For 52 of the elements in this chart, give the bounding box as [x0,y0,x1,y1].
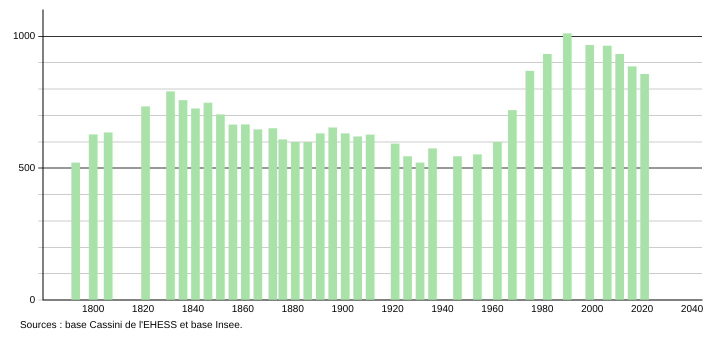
bar [71,162,80,300]
bar [525,70,534,300]
bar [416,162,424,300]
bar [104,132,112,300]
bar [628,66,636,300]
x-tick-label: 1820 [132,304,155,315]
x-tick-label: 2040 [680,304,704,315]
bar [328,128,338,300]
bar [353,136,362,300]
bar [640,74,649,300]
bar [508,110,517,300]
bar [303,142,312,300]
x-tick-label: 1860 [232,304,254,315]
bar [615,54,624,300]
x-tick-label: 1900 [332,304,354,315]
bar [141,106,150,300]
bar [290,142,300,300]
bar [562,33,572,300]
bar [453,156,462,300]
bar [390,144,400,300]
x-tick-label: 1960 [481,304,504,315]
bar [428,148,437,300]
x-tick-label: 1800 [82,304,105,315]
bar [316,133,325,300]
bar [340,133,350,300]
bar [493,142,502,300]
bar [366,134,374,300]
x-tick-label: 2020 [630,304,654,315]
x-tick-label: 1940 [431,304,454,315]
bar [254,129,262,300]
source-note: Sources : base Cassini de l'EHESS et base Insee. [20,320,243,331]
x-tick-label: 1840 [182,304,205,315]
bar [178,100,188,300]
x-tick-label: 2000 [581,304,604,315]
x-tick-label: 1980 [531,304,554,315]
x-tick-label: 1920 [381,304,404,315]
bar [228,124,238,300]
y-tick-label: 500 [18,162,36,174]
bar [473,154,482,300]
y-tick-label: 1000 [12,31,36,42]
bar [602,46,612,300]
x-tick-label: 1880 [282,304,304,315]
bar [204,102,212,300]
bar [241,124,250,300]
bar [191,108,200,300]
y-tick-label: 0 [30,294,36,306]
bar [542,54,552,300]
bar [166,91,175,300]
bar [403,156,412,300]
bar [88,134,98,300]
bar [216,114,225,300]
bar [585,45,594,300]
